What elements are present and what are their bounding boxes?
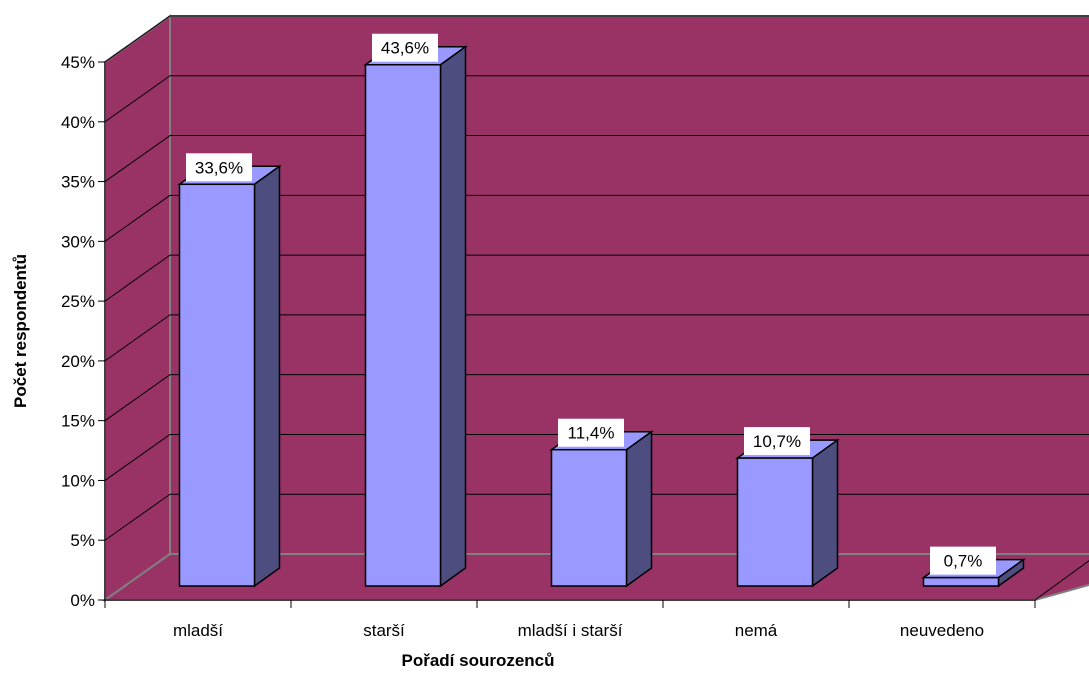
gridline-side bbox=[104, 374, 171, 422]
axes: 0% 5% 10% 15% 20% 25% 30% 35% 40% 45% mladší starší… bbox=[61, 53, 1089, 640]
x-tick-label: starší bbox=[363, 621, 405, 640]
data-label: 43,6% bbox=[381, 39, 429, 58]
gridline-side bbox=[104, 434, 171, 481]
floor-edge-right bbox=[1034, 560, 1089, 601]
x-axis-title: Pořadí sourozenců bbox=[401, 651, 554, 670]
y-tick-label: 35% bbox=[61, 173, 95, 192]
data-label: 33,6% bbox=[195, 158, 243, 177]
y-tick-label: 15% bbox=[61, 412, 95, 431]
gridline-side bbox=[104, 314, 171, 362]
y-axis-title: Počet respondentů bbox=[11, 254, 30, 408]
bar bbox=[178, 183, 256, 587]
y-tick-label: 30% bbox=[61, 232, 95, 251]
bar bbox=[736, 457, 814, 587]
bar bbox=[922, 576, 1000, 587]
data-label: 11,4% bbox=[568, 424, 615, 443]
y-tick-label: 20% bbox=[61, 352, 95, 371]
gridline-side bbox=[104, 493, 171, 541]
data-label-box bbox=[744, 427, 810, 456]
gridlines bbox=[104, 15, 1089, 541]
gridline-side bbox=[104, 135, 171, 182]
y-tick-label: 0% bbox=[70, 591, 95, 610]
bars bbox=[177, 45, 1026, 588]
gridline-side bbox=[104, 75, 171, 123]
bar-side bbox=[439, 45, 467, 588]
y-tick-label: 40% bbox=[61, 113, 95, 132]
bar-side bbox=[811, 438, 839, 588]
x-tick-label: neuvedeno bbox=[900, 621, 984, 640]
bar-side bbox=[625, 430, 653, 588]
data-label-box bbox=[186, 153, 252, 182]
data-labels: 33,6% 43,6% 11,4% 10,7% 0,7% bbox=[186, 33, 996, 575]
gridline-side bbox=[104, 254, 171, 302]
y-tick-label: 10% bbox=[61, 471, 95, 490]
x-tick-label: mladší i starší bbox=[518, 621, 623, 640]
gridline-side bbox=[104, 15, 171, 63]
x-tick-label: nemá bbox=[735, 621, 778, 640]
data-label: 10,7% bbox=[753, 432, 801, 451]
y-tick-label: 25% bbox=[61, 292, 95, 311]
bar bbox=[364, 63, 442, 587]
data-label: 0,7% bbox=[944, 552, 983, 571]
data-label-box bbox=[930, 546, 996, 575]
bar bbox=[550, 448, 628, 587]
y-tick-label: 5% bbox=[70, 531, 95, 550]
data-label-box bbox=[558, 418, 624, 447]
bar-side bbox=[253, 164, 281, 588]
y-tick-label: 45% bbox=[61, 53, 95, 72]
gridline-side bbox=[104, 194, 171, 242]
data-label-box bbox=[372, 33, 438, 62]
x-tick-label: mladší bbox=[173, 621, 223, 640]
side-wall bbox=[104, 14, 171, 602]
